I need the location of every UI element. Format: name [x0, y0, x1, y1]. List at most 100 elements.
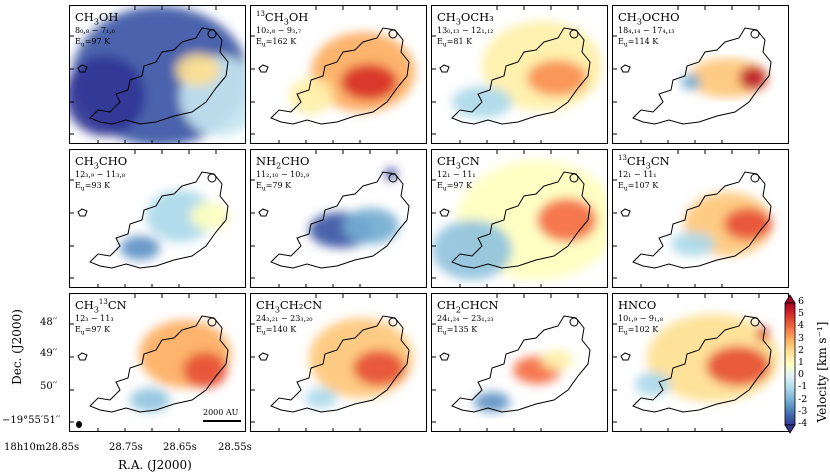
colorbar-top-arrow [784, 294, 796, 304]
panel-nh2cho: NH2CHO 11₂,₁₀ − 10₂,₉ Eu=79 K [250, 149, 427, 288]
contour-fragment [569, 29, 579, 39]
velocity-map [432, 6, 602, 143]
contour-fragment [388, 173, 398, 183]
molecule-rest: OCH₃ [460, 10, 494, 24]
colorbar-tick-label: 1 [798, 357, 805, 368]
panel-13ch3oh: 13CH3OH 10₂,₈ − 9₃,₇ Eu=162 K [250, 5, 427, 144]
emission-region-1 [183, 352, 227, 388]
transition-label: 11₂,₁₀ − 10₂,₉ [256, 170, 310, 179]
velocity-map [432, 294, 591, 431]
molecule-main: CH [626, 154, 646, 168]
molecule-main: CH [75, 298, 94, 312]
x-tick-2855: 28.55s [218, 442, 252, 453]
beam-ellipse [76, 421, 82, 428]
emission-region-2 [130, 388, 170, 412]
contour-fragment [439, 64, 450, 73]
upper-energy-label: Eu=140 K [256, 325, 297, 337]
contour-fragment [569, 173, 579, 183]
x-tick-2865: 28.65s [163, 442, 197, 453]
contour-fragment [750, 317, 760, 327]
panel-ch3ch2cn: CH3CH₂CN 24₃,₂₁ − 23₃,₂₀ Eu=140 K [250, 293, 427, 432]
molecule-rest: OH [98, 10, 119, 24]
colorbar-bar [784, 302, 796, 426]
contour-fragment [750, 173, 760, 183]
molecule-rest: CHO [281, 154, 310, 168]
contour-fragment [620, 64, 631, 73]
emission-region-1 [353, 350, 405, 386]
molecule-rest: CHO [98, 154, 128, 168]
colorbar-tick-label: 4 [798, 320, 805, 332]
transition-label: 24₁,₂₄ − 23₁,₂₃ [437, 314, 494, 323]
molecule-label: CH313CN [75, 298, 127, 315]
panel-hnco: HNCO 10₁,₉ − 9₁,₈ Eu=102 K [612, 293, 789, 432]
molecule-label: 13CH3OH [256, 10, 309, 27]
contour-fragment [388, 317, 398, 327]
continuum-contour [270, 315, 410, 413]
panel-ch3och3: CH3OCH₃ 13₀,₁₃ − 12₁,₁₂ Eu=81 K [431, 5, 608, 144]
colorbar-tick-label: 2 [798, 344, 805, 356]
continuum-contour [632, 315, 772, 413]
x-tick-2875: 28.75s [109, 442, 143, 453]
contour-fragment [77, 64, 88, 73]
contour-fragment [569, 317, 579, 327]
continuum-contour [270, 171, 410, 269]
contour-fragment [258, 64, 269, 73]
velocity-map [70, 150, 230, 287]
transition-label: 8₀,₈ − 7₁,₆ [75, 26, 115, 35]
molecule-main: HNCO [618, 298, 657, 312]
molecule-main: CH [75, 10, 94, 24]
emission-region-1 [527, 60, 587, 96]
y-tick-48: 48′′ [40, 317, 58, 328]
transition-label: 10₂,₈ − 9₃,₇ [256, 26, 301, 35]
y-tick-50: 50′′ [40, 381, 58, 392]
colorbar-tick-label: 6 [798, 296, 805, 307]
emission-region-1 [70, 56, 145, 136]
panel-ch3cn: CH3CN 12₁ − 11₁ Eu=97 K [431, 149, 608, 288]
colorbar-bottom-arrow [784, 424, 796, 434]
molecule-main: CH [256, 298, 275, 312]
molecule-label: CH2CHCN [437, 298, 499, 315]
molecule-label: HNCO [618, 298, 656, 312]
continuum-contour [451, 315, 591, 413]
upper-energy-label: Eu=79 K [256, 181, 292, 193]
molecule-label: CH3CHO [75, 154, 128, 171]
emission-region-2 [432, 220, 512, 280]
panel-ch313cn: CH313CN 12₃ − 11₃ Eu=97 K 2000 AU [69, 293, 246, 432]
transition-label: 12₃ − 11₃ [75, 314, 114, 323]
molecule-rest: CN [460, 154, 480, 168]
contour-fragment [258, 352, 269, 361]
colorbar-tick-label: -4 [798, 418, 808, 429]
molecule-main: CH [618, 10, 637, 24]
emission-region-2 [190, 202, 230, 230]
molecule-label: CH3OH [75, 10, 119, 27]
continuum-contour [451, 27, 591, 125]
y-tick-49: 49′′ [40, 348, 58, 359]
molecule-main: CH [437, 10, 456, 24]
molecule-label: CH3CH₂CN [256, 298, 323, 315]
molecule-main: NH [256, 154, 277, 168]
upper-energy-label: Eu=162 K [256, 37, 297, 49]
continuum-contour [89, 315, 229, 413]
emission-region-0 [146, 190, 214, 242]
panel-ch3cho: CH3CHO 12₃,₉ − 11₃,₈ Eu=93 K [69, 149, 246, 288]
molecule-label: CH3OCHO [618, 10, 680, 27]
x-tick-2885: 18h10m28.85s [4, 442, 80, 453]
contour-fragment [620, 352, 631, 361]
colorbar-tick-label: -3 [798, 405, 808, 417]
molecule-rest: CH₂CN [279, 298, 323, 312]
velocity-map [70, 294, 231, 431]
emission-region-1 [724, 208, 772, 240]
contour-fragment [207, 29, 217, 39]
molecule-rest: OH [288, 10, 309, 24]
molecule-main: CH [437, 298, 456, 312]
contour-fragment [77, 352, 88, 361]
emission-region-1 [341, 64, 397, 100]
continuum-contour [270, 27, 410, 125]
emission-region-2 [289, 78, 333, 114]
continuum-contour [451, 171, 591, 269]
emission-region-2 [635, 372, 671, 396]
emission-region-1 [706, 346, 770, 386]
emission-region-2 [305, 388, 337, 408]
transition-label: 12₁ − 11₁ [437, 170, 476, 179]
velocity-map [613, 6, 772, 143]
